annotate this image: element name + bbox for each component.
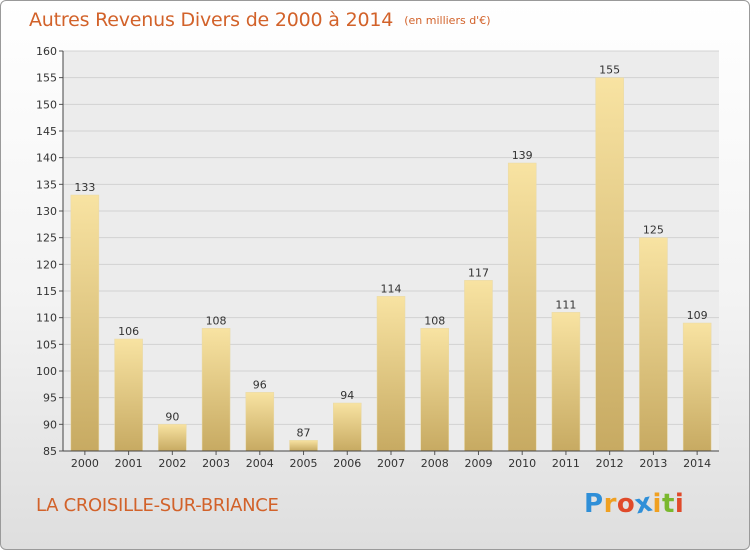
bar bbox=[376, 296, 406, 452]
x-tick-label: 2000 bbox=[71, 457, 99, 470]
bar bbox=[158, 424, 187, 452]
bar bbox=[639, 237, 668, 452]
bar bbox=[551, 312, 581, 452]
bar bbox=[245, 392, 275, 452]
bar bbox=[507, 162, 537, 452]
y-tick-label: 95 bbox=[43, 392, 57, 405]
logo-letter: i bbox=[652, 489, 662, 519]
y-tick-label: 155 bbox=[36, 72, 57, 85]
y-tick-label: 100 bbox=[36, 365, 57, 378]
x-tick-label: 2012 bbox=[596, 457, 624, 470]
x-tick-label: 2001 bbox=[115, 457, 143, 470]
bar-value-label: 94 bbox=[340, 389, 354, 402]
y-tick-label: 135 bbox=[36, 178, 57, 191]
bar-value-label: 90 bbox=[165, 410, 179, 423]
logo-letter: P bbox=[584, 489, 604, 519]
bar bbox=[682, 322, 712, 452]
chart-title: Autres Revenus Divers de 2000 à 2014 bbox=[29, 9, 394, 31]
chart-subtitle: (en milliers d'€) bbox=[404, 14, 491, 27]
y-tick-label: 110 bbox=[36, 312, 57, 325]
bar bbox=[464, 280, 493, 452]
bar-value-label: 125 bbox=[643, 224, 664, 237]
title-row: Autres Revenus Divers de 2000 à 2014 (en… bbox=[29, 9, 491, 31]
y-tick-label: 130 bbox=[36, 205, 57, 218]
bar-value-label: 155 bbox=[599, 64, 620, 77]
bar bbox=[333, 402, 362, 452]
y-tick-label: 125 bbox=[36, 232, 57, 245]
x-tick-label: 2013 bbox=[639, 457, 667, 470]
city-name: LA CROISILLE-SUR-BRIANCE bbox=[36, 495, 279, 516]
bar-value-label: 108 bbox=[424, 314, 445, 327]
x-tick-label: 2010 bbox=[508, 457, 536, 470]
logo-letter: t bbox=[661, 489, 675, 519]
logo-letter: r bbox=[603, 489, 617, 519]
y-tick-label: 150 bbox=[36, 98, 57, 111]
bar-value-label: 139 bbox=[512, 149, 533, 162]
bar bbox=[70, 194, 100, 452]
y-tick-label: 115 bbox=[36, 285, 57, 298]
bar-value-label: 106 bbox=[118, 325, 139, 338]
x-tick-label: 2008 bbox=[421, 457, 449, 470]
x-tick-label: 2004 bbox=[246, 457, 274, 470]
bar-value-label: 117 bbox=[468, 266, 489, 279]
x-tick-label: 2007 bbox=[377, 457, 405, 470]
bar-value-label: 133 bbox=[74, 181, 95, 194]
y-tick-label: 105 bbox=[36, 338, 57, 351]
bar-value-label: 114 bbox=[381, 282, 402, 295]
x-tick-label: 2003 bbox=[202, 457, 230, 470]
bar bbox=[420, 328, 449, 452]
bar-value-label: 87 bbox=[297, 426, 311, 439]
x-tick-label: 2009 bbox=[464, 457, 492, 470]
x-tick-label: 2005 bbox=[290, 457, 318, 470]
bar-value-label: 111 bbox=[555, 298, 576, 311]
y-tick-label: 85 bbox=[43, 445, 57, 458]
bar-value-label: 109 bbox=[687, 309, 708, 322]
y-tick-label: 145 bbox=[36, 125, 57, 138]
x-tick-label: 2002 bbox=[158, 457, 186, 470]
logo-letter: o bbox=[616, 489, 636, 519]
bar bbox=[595, 77, 624, 452]
y-tick-label: 140 bbox=[36, 152, 57, 165]
y-tick-label: 120 bbox=[36, 258, 57, 271]
logo-letter: i bbox=[674, 489, 685, 519]
x-tick-label: 2006 bbox=[333, 457, 361, 470]
bar-value-label: 96 bbox=[253, 378, 267, 391]
bar bbox=[114, 338, 143, 452]
x-tick-label: 2014 bbox=[683, 457, 711, 470]
y-tick-label: 160 bbox=[36, 45, 57, 58]
x-tick-label: 2011 bbox=[552, 457, 580, 470]
y-tick-label: 90 bbox=[43, 418, 57, 431]
bar bbox=[201, 328, 231, 452]
bar bbox=[289, 440, 318, 452]
proxiti-logo: Proxiti bbox=[584, 488, 685, 521]
bar-value-label: 108 bbox=[206, 314, 227, 327]
